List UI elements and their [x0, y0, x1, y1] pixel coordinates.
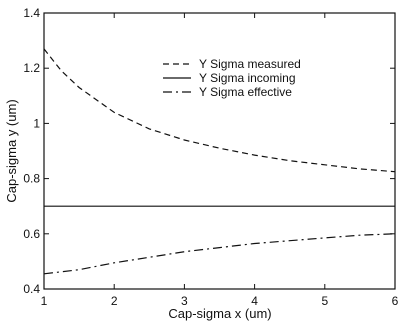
x-axis: 1 2 3 4 5 6 [41, 13, 398, 308]
x-tick-label: 1 [41, 294, 48, 308]
x-tick-label: 5 [321, 294, 328, 308]
x-tick-label: 4 [251, 294, 258, 308]
series-line-3 [43, 233, 396, 275]
y-tick-label: 0.6 [23, 227, 40, 241]
y-tick-label: 1.2 [23, 61, 40, 75]
legend-label: Y Sigma measured [199, 57, 301, 71]
y-tick-label: 1 [33, 116, 40, 130]
y-tick-label: 0.4 [23, 282, 40, 296]
x-tick-label: 6 [392, 294, 398, 308]
y-tick-label: 1.4 [23, 6, 40, 20]
x-tick-label: 3 [181, 294, 188, 308]
x-axis-label: Cap-sigma x (um) [168, 306, 271, 321]
x-tick-label: 2 [111, 294, 118, 308]
series-layer [43, 48, 396, 275]
y-axis: 0.4 0.6 0.8 1 1.2 1.4 [23, 6, 395, 296]
y-tick-label: 0.8 [23, 172, 40, 186]
y-axis-label: Cap-sigma y (um) [4, 99, 19, 202]
plot-frame [43, 12, 396, 290]
legend-label: Y Sigma effective [199, 85, 292, 99]
legend-label: Y Sigma incoming [199, 71, 296, 85]
